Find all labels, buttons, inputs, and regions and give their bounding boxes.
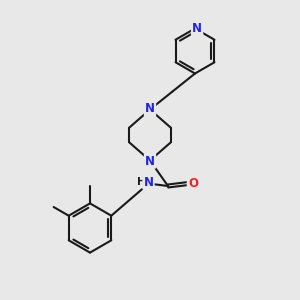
Text: H: H: [136, 177, 146, 187]
Text: N: N: [192, 22, 202, 35]
Text: N: N: [145, 154, 155, 168]
Text: O: O: [188, 177, 198, 190]
Text: N: N: [145, 102, 155, 116]
Text: N: N: [143, 176, 154, 189]
